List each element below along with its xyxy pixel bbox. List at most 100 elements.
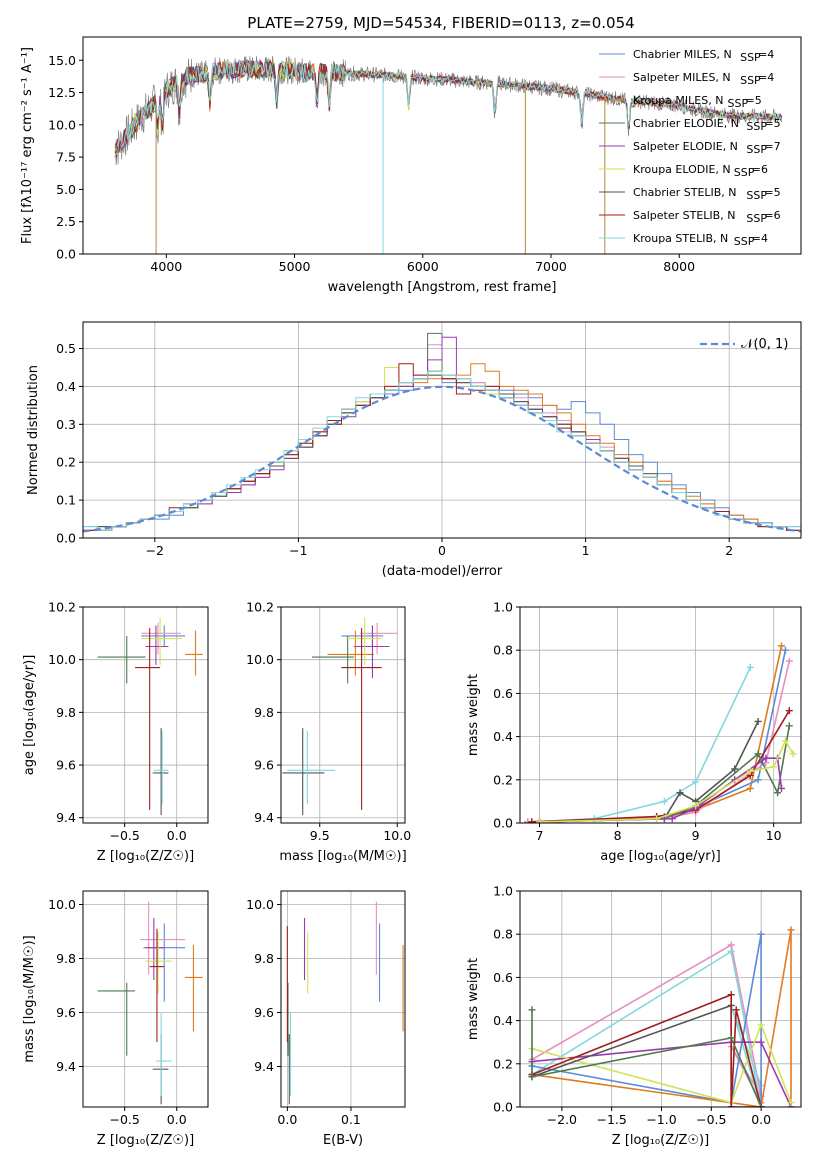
- legend-nssp: =5: [746, 94, 762, 107]
- weight_vs_Z-ytick-label: 0.0: [493, 1100, 513, 1115]
- mass_vs_EBV-xtick-label: 0.1: [341, 1112, 361, 1127]
- spectrum-xtick-label: 7000: [535, 259, 567, 274]
- weight-marker-chabrier-elodie: [757, 1103, 765, 1107]
- residuals-ytick-label: 0.4: [56, 379, 76, 394]
- weight-marker-salpeter-elodie: [777, 784, 785, 792]
- weight-marker-kroupa-stelib: [746, 663, 754, 671]
- residuals-xtick-label: −1: [289, 543, 307, 558]
- weight_vs_Z-ytick-label: 0.6: [493, 970, 513, 985]
- age_vs_Z-frame: [82, 606, 209, 824]
- weight-marker-kroupa-stelib: [692, 778, 700, 786]
- mass_vs_EBV-frame: [280, 890, 406, 1108]
- weight_vs_age-xtick-label: 10: [766, 828, 782, 843]
- weight_vs_age-ytick-label: 0.6: [493, 686, 513, 701]
- weight-marker-kroupa-elodie: [789, 750, 797, 758]
- mass_vs_Z-ytick-label: 9.6: [56, 1005, 76, 1020]
- age_vs_Z-xlabel: Z [log₁₀(Z/Z☉)]: [97, 849, 194, 864]
- weight_vs_age-ytick-label: 0.2: [493, 772, 513, 787]
- mass_vs_EBV-ytick-label: 9.4: [254, 1059, 274, 1074]
- weight-marker-salpeter-stelib: [727, 991, 735, 999]
- weight_vs_Z-xtick-label: −0.5: [696, 1112, 726, 1127]
- weight_vs_age-xlabel: age [log₁₀(age/yr)]: [600, 849, 721, 864]
- weight_vs_Z-ytick-label: 0.4: [493, 1013, 513, 1028]
- legend-label: Chabrier MILES, N: [633, 48, 732, 61]
- weight-marker-chabrier-miles: [781, 646, 789, 654]
- weight_vs_Z-xtick-label: −1.0: [646, 1112, 676, 1127]
- legend-nssp: =7: [764, 140, 780, 153]
- weight-line-kroupa-miles: [531, 929, 792, 1107]
- residuals-xtick-label: 1: [582, 543, 590, 558]
- chart-title: PLATE=2759, MJD=54534, FIBERID=0113, z=0…: [247, 14, 634, 32]
- mass_vs_Z-ylabel: mass [log₁₀(M/M☉)]: [22, 935, 37, 1062]
- age_vs_mass-ytick-label: 10.0: [246, 652, 274, 667]
- weight-marker-salpeter-miles: [785, 657, 793, 665]
- legend-label: Kroupa STELIB, N: [633, 232, 728, 245]
- weight-marker-salpeter-elodie: [668, 815, 676, 823]
- weight_vs_Z-plot-area: [528, 926, 795, 1107]
- weight-marker-salpeter-stelib: [727, 1103, 735, 1107]
- weight-marker-salpeter-elodie: [757, 1038, 765, 1046]
- weight_vs_Z-ytick-label: 1.0: [493, 884, 513, 899]
- weight-marker-chabrier-miles: [754, 776, 762, 784]
- mass_vs_Z-ytick-label: 10.0: [48, 897, 76, 912]
- mass_vs_Z-xtick-label: −0.5: [109, 1112, 139, 1127]
- residuals-xtick-label: 2: [725, 543, 733, 558]
- weight-marker-salpeter-miles: [727, 941, 735, 949]
- weight-marker-salpeter-stelib: [732, 1006, 740, 1014]
- weight-marker-salpeter-elodie: [762, 754, 770, 762]
- legend-nssp: =4: [758, 48, 774, 61]
- weight_vs_age-xtick-label: 9: [692, 828, 700, 843]
- age_vs_Z-plot-area: [97, 617, 203, 816]
- weight_vs_Z-ylabel: mass weight: [466, 958, 481, 1040]
- age_vs_mass-ytick-label: 9.4: [254, 810, 274, 825]
- weight-line-salpeter-stelib: [531, 993, 762, 1107]
- weight_vs_Z-frame: [519, 890, 802, 1108]
- weight-marker-kroupa-miles: [777, 642, 785, 650]
- age_vs_Z-ylabel: age [log₁₀(age/yr)]: [22, 655, 37, 776]
- weight-marker-chabrier-stelib: [676, 789, 684, 797]
- weight-marker-salpeter-stelib: [785, 707, 793, 715]
- age_vs_Z-ytick-label: 10.2: [48, 600, 76, 615]
- weight-marker-chabrier-miles: [757, 930, 765, 938]
- weight_vs_age-ytick-label: 1.0: [493, 600, 513, 615]
- legend-label: Kroupa ELODIE, N: [633, 163, 731, 176]
- age_vs_mass-frame: [280, 606, 406, 824]
- spectrum-xtick-label: 8000: [663, 259, 695, 274]
- age_vs_mass-plot-area: [282, 617, 398, 816]
- residuals-ytick-label: 0.0: [56, 531, 76, 546]
- weight_vs_age-frame: [519, 606, 802, 824]
- weight-marker-kroupa-elodie: [536, 818, 544, 823]
- legend-label: Salpeter MILES, N: [633, 71, 731, 84]
- weight_vs_age-ytick-label: 0.4: [493, 729, 513, 744]
- legend-nssp: =5: [764, 186, 780, 199]
- legend-nssp: =6: [764, 209, 780, 222]
- model-spectrum-salpeter-stelib: [114, 60, 783, 158]
- age_vs_mass-xtick-label: 9.5: [310, 828, 330, 843]
- legend-subscript: SSP: [746, 120, 767, 133]
- weight-marker-kroupa-elodie: [757, 1021, 765, 1029]
- weight-line-salpeter-elodie: [531, 1041, 792, 1107]
- legend-gaussian-label: 𝒩(0, 1): [741, 337, 788, 352]
- weight_vs_Z-xtick-label: −2.0: [547, 1112, 577, 1127]
- weight_vs_Z-xtick-label: 0.0: [751, 1112, 771, 1127]
- legend-subscript: SSP: [746, 212, 767, 225]
- age_vs_mass-ytick-label: 9.8: [254, 705, 274, 720]
- mass_vs_EBV-ytick-label: 10.0: [246, 897, 274, 912]
- weight_vs_age-xtick-label: 7: [536, 828, 544, 843]
- spectrum-ytick-label: 12.5: [48, 85, 76, 100]
- spectrum-ytick-label: 2.5: [56, 214, 76, 229]
- spectrum-ytick-label: 7.5: [56, 150, 76, 165]
- histogram-kroupa-stelib: [83, 370, 801, 538]
- weight-line-chabrier-elodie: [531, 1009, 762, 1107]
- age_vs_Z-ytick-label: 9.8: [56, 705, 76, 720]
- weight_vs_Z-ytick-label: 0.2: [493, 1056, 513, 1071]
- age_vs_Z-ytick-label: 9.6: [56, 758, 76, 773]
- weight-marker-chabrier-stelib: [754, 717, 762, 725]
- legend-label: Chabrier STELIB, N: [633, 186, 737, 199]
- weight-marker-chabrier-stelib: [731, 765, 739, 773]
- weight-marker-chabrier-elodie: [754, 750, 762, 758]
- mass_vs_Z-xtick-label: 0.0: [167, 1112, 187, 1127]
- weight-marker-kroupa-elodie: [781, 737, 789, 745]
- mass_vs_EBV-ytick-label: 9.6: [254, 1005, 274, 1020]
